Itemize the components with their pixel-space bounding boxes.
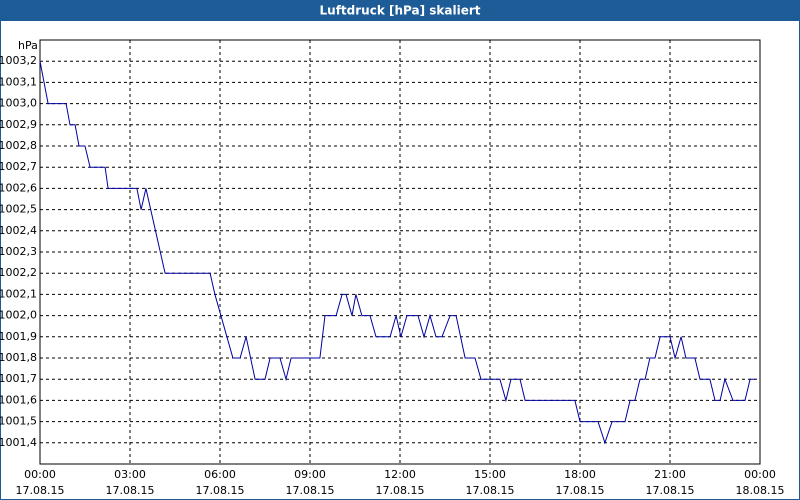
- y-tick-label: 1001,4: [0, 436, 37, 449]
- chart-title: Luftdruck [hPa] skaliert: [320, 4, 481, 18]
- x-tick-label: 09:00: [294, 468, 326, 481]
- y-axis-label: hPa: [18, 39, 38, 52]
- x-tick-date: 17.08.15: [376, 484, 425, 497]
- y-tick-label: 1001,6: [0, 393, 37, 406]
- x-tick-date: 17.08.15: [106, 484, 155, 497]
- x-tick-date: 17.08.15: [196, 484, 245, 497]
- x-tick-date: 17.08.15: [466, 484, 515, 497]
- y-tick-label: 1003,1: [0, 75, 37, 88]
- x-tick-label: 03:00: [114, 468, 146, 481]
- x-tick-label: 15:00: [474, 468, 506, 481]
- y-tick-label: 1002,3: [0, 245, 37, 258]
- x-tick-label: 00:00: [24, 468, 56, 481]
- x-tick-label: 21:00: [654, 468, 686, 481]
- x-tick-date: 17.08.15: [286, 484, 335, 497]
- y-tick-label: 1001,8: [0, 351, 37, 364]
- y-tick-label: 1001,7: [0, 372, 37, 385]
- y-tick-label: 1002,2: [0, 266, 37, 279]
- x-tick-date: 18.08.15: [736, 484, 785, 497]
- y-tick-label: 1002,5: [0, 203, 37, 216]
- x-tick-label: 00:00: [744, 468, 776, 481]
- x-tick-date: 17.08.15: [646, 484, 695, 497]
- x-tick-label: 18:00: [564, 468, 596, 481]
- y-tick-label: 1002,4: [0, 224, 37, 237]
- x-tick-label: 12:00: [384, 468, 416, 481]
- y-tick-label: 1002,6: [0, 181, 37, 194]
- x-tick-date: 17.08.15: [16, 484, 65, 497]
- y-tick-label: 1002,0: [0, 309, 37, 322]
- y-tick-label: 1001,5: [0, 415, 37, 428]
- y-tick-label: 1002,1: [0, 287, 37, 300]
- x-tick-label: 06:00: [204, 468, 236, 481]
- y-tick-label: 1002,7: [0, 160, 37, 173]
- y-tick-label: 1003,0: [0, 97, 37, 110]
- title-bar: [0, 0, 800, 20]
- x-tick-date: 17.08.15: [556, 484, 605, 497]
- y-tick-label: 1002,9: [0, 118, 37, 131]
- y-tick-label: 1003,2: [0, 54, 37, 67]
- y-tick-label: 1002,8: [0, 139, 37, 152]
- y-tick-label: 1001,9: [0, 330, 37, 343]
- data-line: [39, 61, 755, 445]
